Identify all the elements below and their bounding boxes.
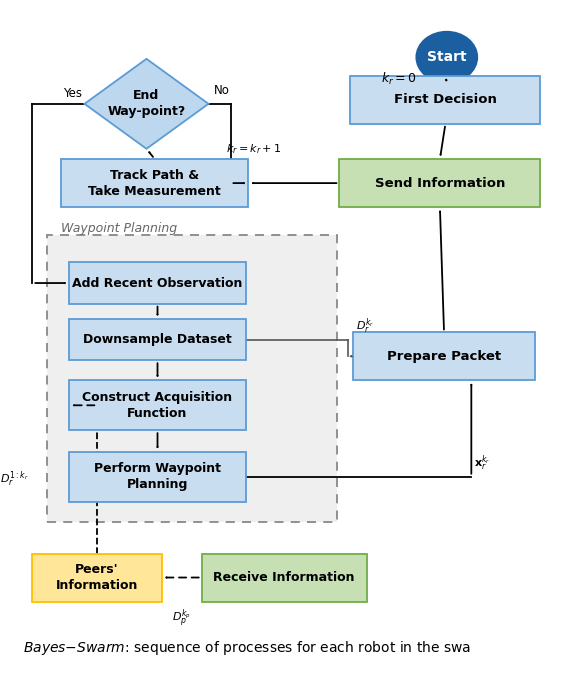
FancyBboxPatch shape: [32, 554, 162, 602]
Text: Start: Start: [427, 50, 467, 64]
FancyBboxPatch shape: [47, 235, 336, 522]
FancyBboxPatch shape: [69, 452, 246, 502]
FancyBboxPatch shape: [350, 76, 541, 124]
Text: $\it{Bayes}$$\it{-Swarm}$: sequence of processes for each robot in the swa: $\it{Bayes}$$\it{-Swarm}$: sequence of p…: [22, 638, 471, 657]
Text: Add Recent Observation: Add Recent Observation: [72, 276, 243, 289]
Text: $k_r = 0$: $k_r = 0$: [381, 71, 416, 87]
Text: Prepare Packet: Prepare Packet: [387, 350, 501, 363]
Polygon shape: [84, 59, 208, 149]
Text: No: No: [214, 84, 230, 97]
Text: Construct Acquisition
Function: Construct Acquisition Function: [83, 391, 232, 420]
FancyBboxPatch shape: [353, 332, 535, 380]
FancyBboxPatch shape: [61, 159, 249, 207]
Text: Downsample Dataset: Downsample Dataset: [83, 333, 232, 346]
Text: End
Way-point?: End Way-point?: [107, 90, 185, 118]
Text: $k_r = k_r + 1$: $k_r = k_r + 1$: [226, 142, 281, 155]
FancyBboxPatch shape: [69, 319, 246, 360]
Text: Yes: Yes: [63, 87, 82, 101]
Text: $D_r^{k_r}$: $D_r^{k_r}$: [356, 316, 374, 337]
Text: Receive Information: Receive Information: [214, 571, 355, 584]
FancyBboxPatch shape: [201, 554, 367, 602]
Ellipse shape: [417, 32, 477, 83]
Text: $D_p^{k_p}$: $D_p^{k_p}$: [172, 607, 191, 629]
FancyBboxPatch shape: [69, 380, 246, 430]
Text: Peers'
Information: Peers' Information: [56, 563, 138, 592]
Text: $\mathbf{x}_r^{k_r}$: $\mathbf{x}_r^{k_r}$: [474, 453, 490, 473]
Text: Track Path &
Take Measurement: Track Path & Take Measurement: [88, 169, 221, 198]
Text: First Decision: First Decision: [394, 93, 497, 106]
Text: Waypoint Planning: Waypoint Planning: [61, 222, 177, 235]
Text: $D_r^{1:k_r}$: $D_r^{1:k_r}$: [0, 469, 29, 489]
Text: Perform Waypoint
Planning: Perform Waypoint Planning: [94, 462, 221, 491]
FancyBboxPatch shape: [339, 159, 541, 207]
Text: Send Information: Send Information: [375, 176, 505, 189]
FancyBboxPatch shape: [69, 262, 246, 304]
